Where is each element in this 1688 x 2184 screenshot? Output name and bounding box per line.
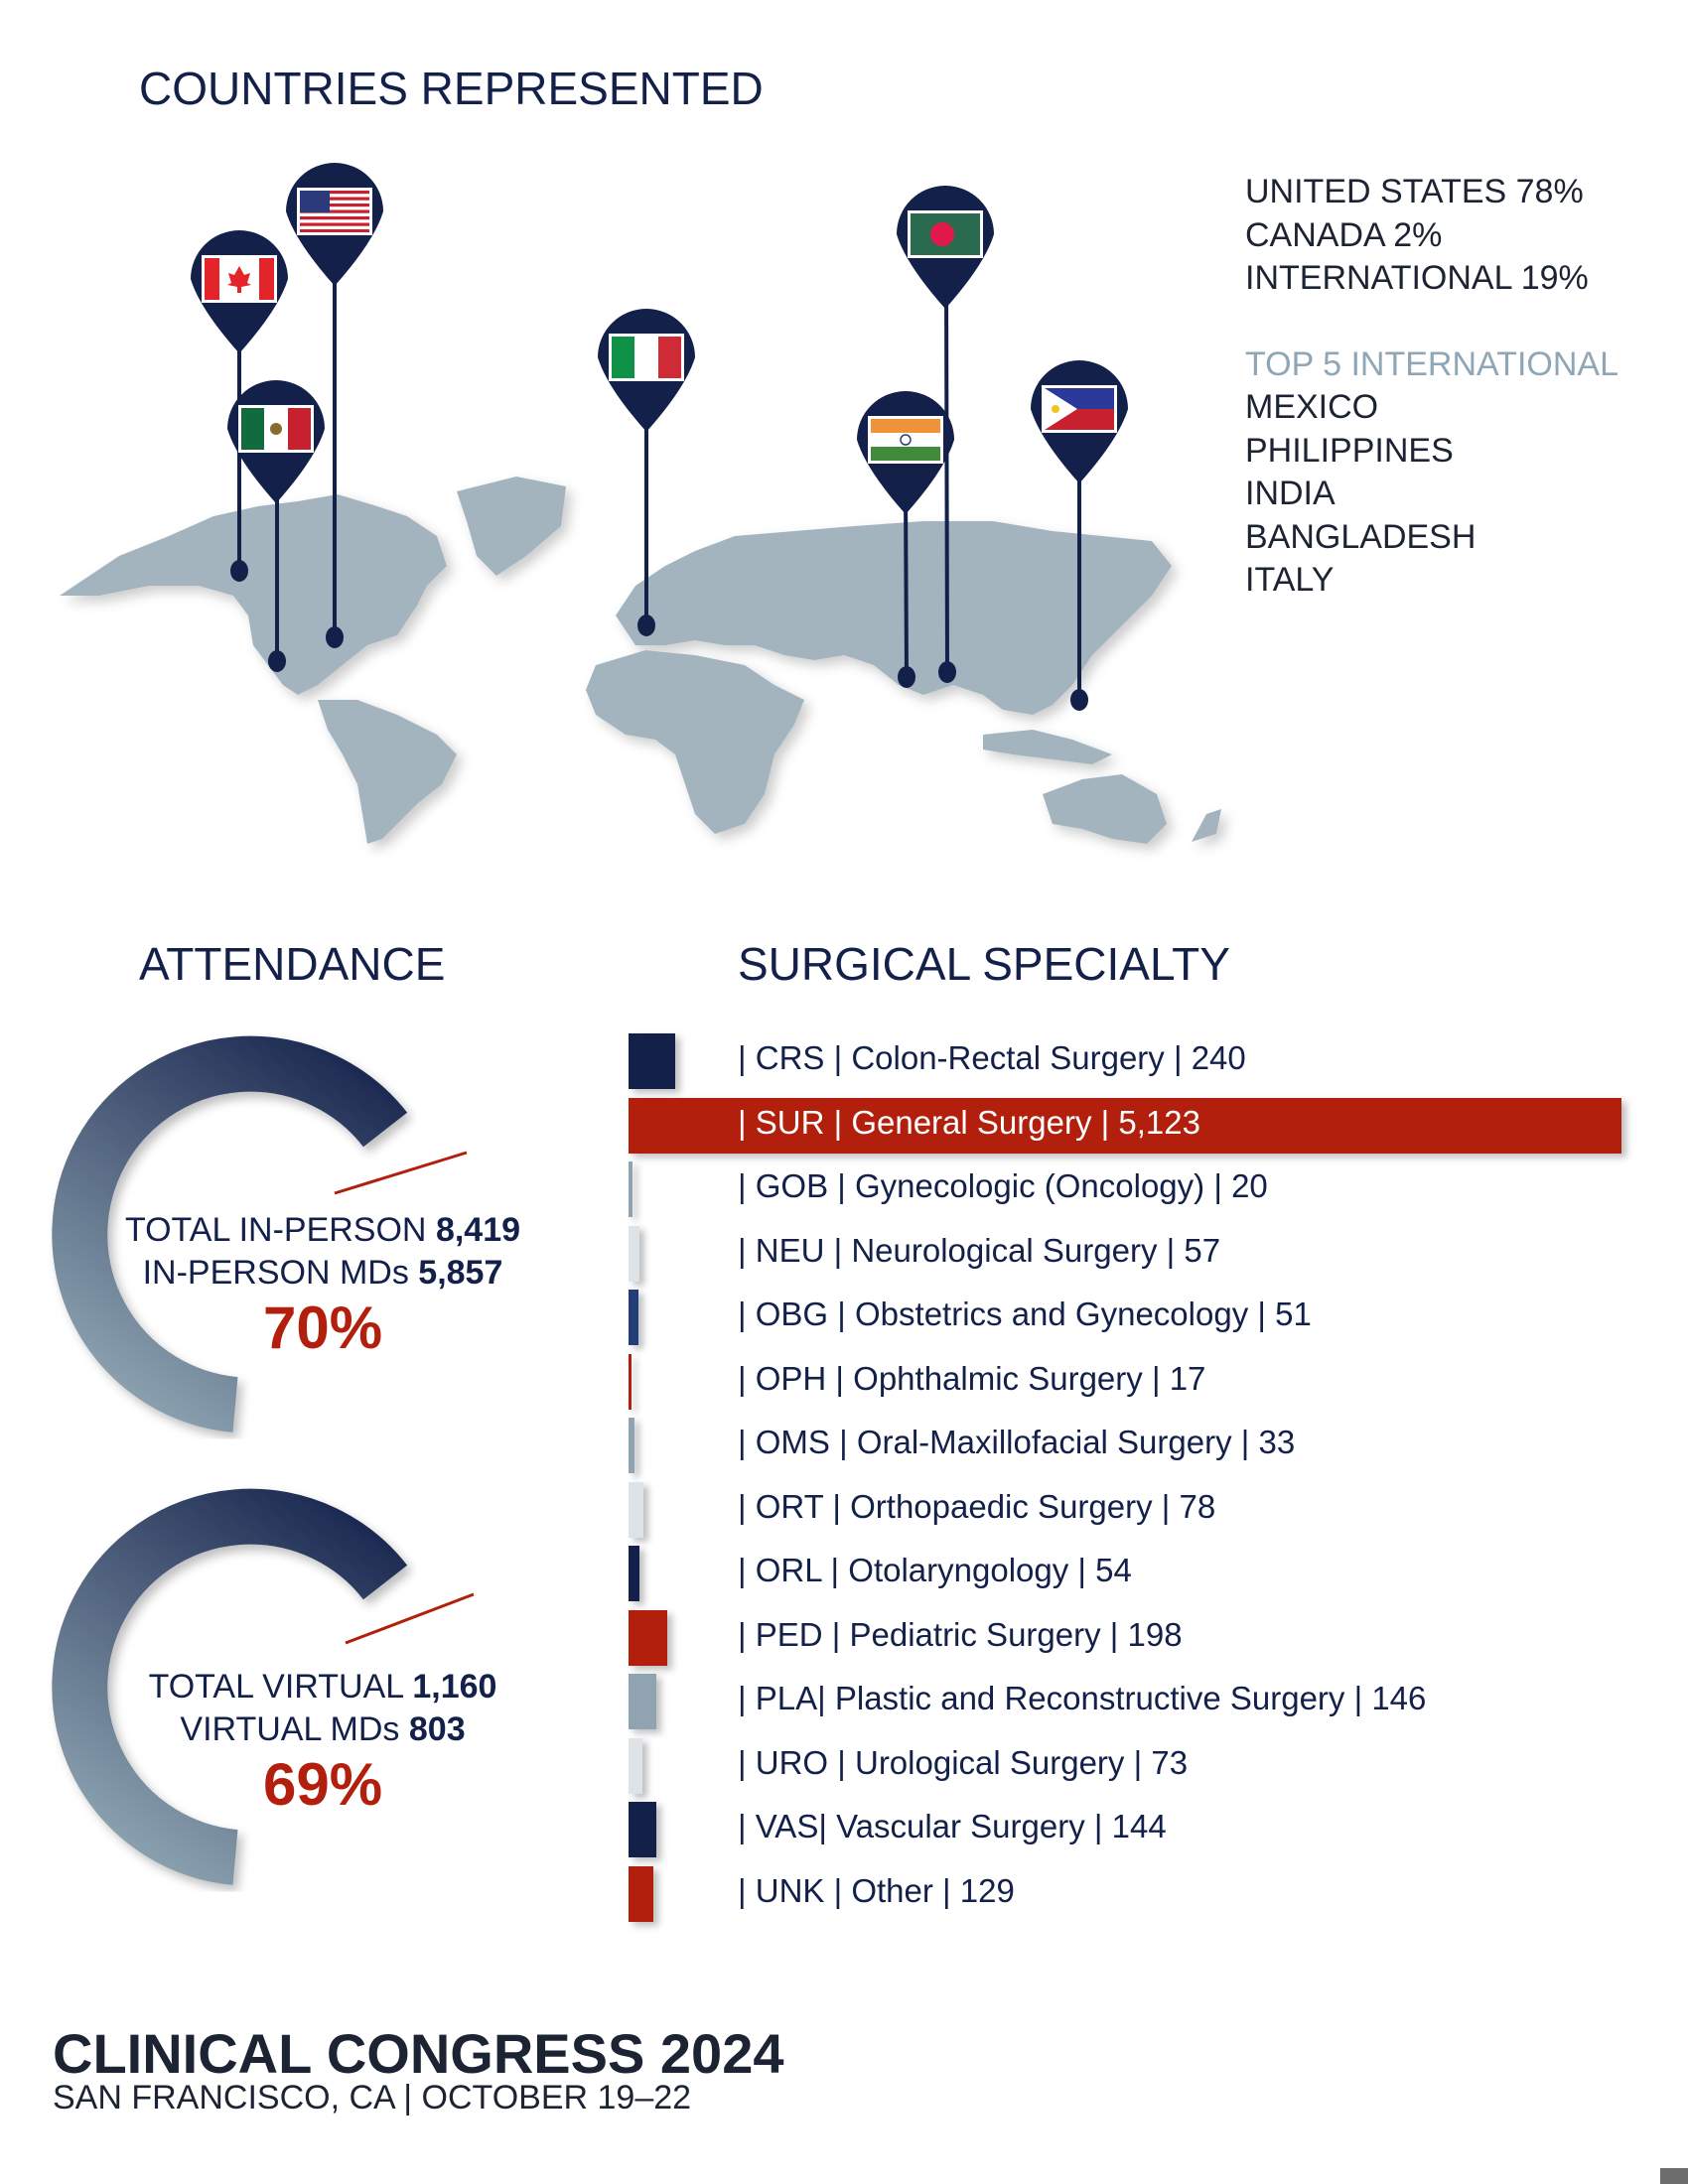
specialty-bar: [629, 1353, 633, 1410]
southeast-asia-islands: [983, 730, 1112, 764]
virtual-mds-value: 803: [408, 1710, 466, 1748]
in-person-total-label: TOTAL IN-PERSON: [124, 1211, 436, 1249]
stat-us: UNITED STATES 78%: [1245, 173, 1584, 210]
top-country: PHILIPPINES: [1245, 431, 1454, 470]
bangladesh-flag-icon: [897, 186, 994, 309]
specialty-label: | ORT | Orthopaedic Surgery | 78: [738, 1487, 1216, 1525]
in-person-mds-value: 5,857: [418, 1254, 503, 1292]
specialty-label: | CRS | Colon-Rectal Surgery | 240: [738, 1039, 1246, 1076]
virtual-total-label: TOTAL VIRTUAL: [148, 1668, 413, 1706]
top-country: MEXICO: [1245, 388, 1379, 426]
specialty-row: | SUR | General Surgery | 5,123: [629, 1094, 1671, 1158]
specialty-row: | VAS| Vascular Surgery | 144: [629, 1798, 1671, 1861]
top-country: INDIA: [1245, 475, 1336, 512]
virtual-percent: 69%: [262, 1751, 383, 1818]
in-person-percent: 70%: [262, 1295, 383, 1361]
specialty-bar: [629, 1737, 643, 1794]
india-flag-icon: [857, 391, 954, 514]
mexico-flag-icon: [227, 380, 325, 503]
specialty-bar: [629, 1161, 633, 1217]
specialty-label: | UNK | Other | 129: [738, 1871, 1015, 1909]
specialty-label: | NEU | Neurological Surgery | 57: [738, 1231, 1221, 1269]
specialty-bar: [629, 1225, 640, 1282]
specialty-label: | SUR | General Surgery | 5,123: [738, 1103, 1200, 1141]
specialty-row: | GOB | Gynecologic (Oncology) | 20: [629, 1158, 1671, 1221]
philippines-flag-icon: [1031, 360, 1128, 483]
specialty-bar: [629, 1802, 657, 1857]
specialty-row: | OBG | Obstetrics and Gynecology | 51: [629, 1286, 1671, 1349]
specialty-label: | OBG | Obstetrics and Gynecology | 51: [738, 1296, 1312, 1332]
specialty-bar: [629, 1865, 654, 1922]
top-country: BANGLADESH: [1245, 517, 1477, 556]
in-person-total-value: 8,419: [435, 1211, 521, 1249]
in-person-mds-label: IN-PERSON MDs: [142, 1254, 419, 1292]
africa: [586, 650, 804, 834]
specialty-bar: [629, 1097, 1621, 1154]
virtual-gauge-marker: [345, 1592, 475, 1645]
italy-flag-icon: [598, 309, 695, 432]
in-person-gauge-marker: [334, 1151, 468, 1195]
specialty-label: | PED | Pediatric Surgery | 198: [738, 1615, 1183, 1653]
specialty-row: | PLA| Plastic and Reconstructive Surger…: [629, 1670, 1671, 1733]
specialty-bar: [629, 1674, 657, 1729]
virtual-mds: VIRTUAL MDs 803: [104, 1710, 541, 1749]
top-country: ITALY: [1245, 561, 1335, 599]
event-subtitle: SAN FRANCISCO, CA | OCTOBER 19–22: [53, 2079, 692, 2116]
specialty-label: | ORL | Otolaryngology | 54: [738, 1552, 1132, 1588]
specialty-bar: [629, 1418, 635, 1473]
greenland: [457, 477, 566, 576]
pin-dots: [230, 560, 1088, 711]
attendance-title: ATTENDANCE: [139, 938, 446, 990]
country-stats: UNITED STATES 78% CANADA 2% INTERNATIONA…: [1245, 171, 1618, 603]
stat-international: INTERNATIONAL 19%: [1245, 259, 1589, 297]
north-america: [60, 494, 447, 695]
specialty-row: | PED | Pediatric Surgery | 198: [629, 1606, 1671, 1670]
world-map: [60, 477, 1221, 844]
virtual-total-value: 1,160: [412, 1668, 497, 1706]
south-america: [318, 700, 457, 844]
specialty-row: | ORT | Orthopaedic Surgery | 78: [629, 1478, 1671, 1542]
countries-title: COUNTRIES REPRESENTED: [139, 63, 764, 114]
in-person-gauge-arc: [52, 1035, 408, 1433]
specialty-bar: [629, 1481, 644, 1538]
specialty-bar: [629, 1033, 675, 1089]
in-person-total: TOTAL IN-PERSON 8,419: [104, 1211, 541, 1250]
specialty-label: | GOB | Gynecologic (Oncology) | 20: [738, 1167, 1268, 1204]
attendance-gauges: [52, 1035, 475, 1885]
virtual-gauge-arc: [52, 1488, 408, 1885]
in-person-mds: IN-PERSON MDs 5,857: [104, 1254, 541, 1293]
eurasia: [616, 521, 1172, 715]
specialty-label: | OMS | Oral-Maxillofacial Surgery | 33: [738, 1424, 1296, 1460]
specialty-row: | UNK | Other | 129: [629, 1862, 1671, 1926]
canada-flag-icon: [191, 230, 288, 353]
specialty-row: | OPH | Ophthalmic Surgery | 17: [629, 1350, 1671, 1414]
specialty-bar: [629, 1290, 638, 1345]
virtual-total: TOTAL VIRTUAL 1,160: [104, 1668, 541, 1706]
specialty-bar: [629, 1546, 639, 1601]
specialty-row: | ORL | Otolaryngology | 54: [629, 1542, 1671, 1605]
australia: [1043, 774, 1167, 844]
event-title: CLINICAL CONGRESS 2024: [53, 2022, 784, 2085]
specialty-row: | OMS | Oral-Maxillofacial Surgery | 33: [629, 1414, 1671, 1477]
specialty-bar: [629, 1609, 667, 1666]
stat-canada: CANADA 2%: [1245, 215, 1443, 254]
specialty-label: | VAS| Vascular Surgery | 144: [738, 1808, 1167, 1844]
new-zealand: [1192, 809, 1221, 842]
specialty-row: | URO | Urological Surgery | 73: [629, 1734, 1671, 1798]
virtual-mds-label: VIRTUAL MDs: [180, 1710, 409, 1748]
specialty-row: | NEU | Neurological Surgery | 57: [629, 1222, 1671, 1286]
specialty-row: | CRS | Colon-Rectal Surgery | 240: [629, 1029, 1671, 1093]
top-international-title: TOP 5 INTERNATIONAL: [1245, 344, 1618, 383]
specialty-label: | PLA| Plastic and Reconstructive Surger…: [738, 1680, 1427, 1716]
specialty-label: | OPH | Ophthalmic Surgery | 17: [738, 1359, 1206, 1397]
united-states-flag-icon: [286, 163, 383, 286]
map-pins: [191, 163, 1128, 711]
specialty-label: | URO | Urological Surgery | 73: [738, 1743, 1189, 1781]
corner-marker: [1660, 2168, 1688, 2184]
specialty-title: SURGICAL SPECIALTY: [738, 938, 1230, 990]
